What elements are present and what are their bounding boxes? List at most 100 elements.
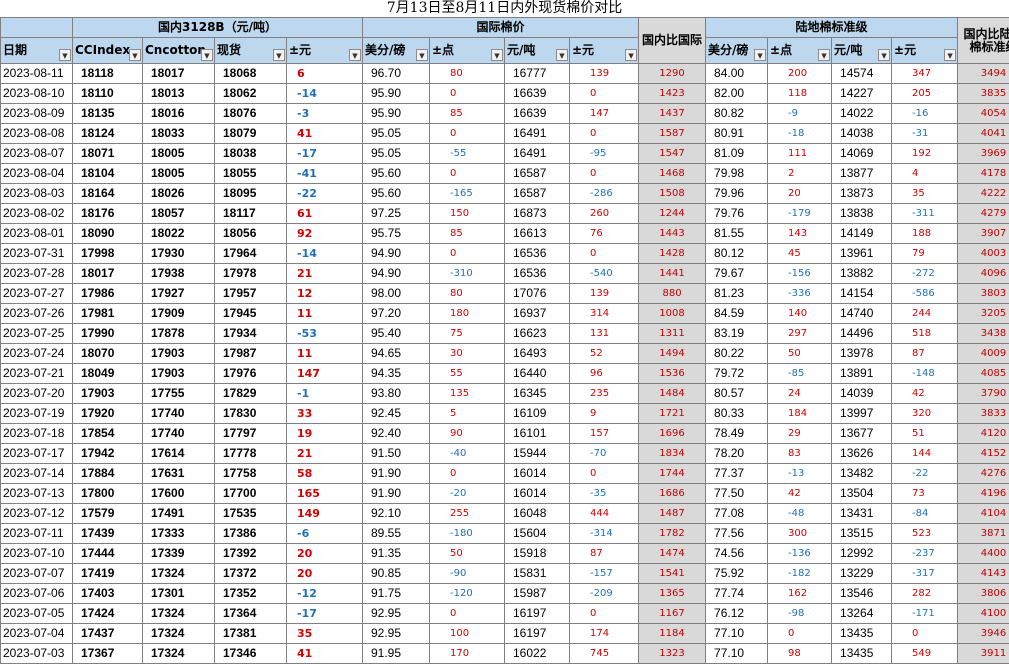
table-cell[interactable]: 2023-08-11	[1, 64, 73, 84]
table-cell[interactable]: 205	[892, 84, 958, 104]
table-cell[interactable]: 4100	[958, 604, 1009, 624]
table-cell[interactable]: 17903	[143, 344, 215, 364]
table-cell[interactable]: 18062	[215, 84, 287, 104]
table-cell[interactable]: 1696	[639, 424, 706, 444]
table-cell[interactable]: -55	[430, 144, 505, 164]
table-cell[interactable]: 4085	[958, 364, 1009, 384]
table-cell[interactable]: 3438	[958, 324, 1009, 344]
table-cell[interactable]: 41	[287, 124, 363, 144]
table-cell[interactable]: 100	[430, 624, 505, 644]
table-cell[interactable]: -136	[768, 544, 832, 564]
table-cell[interactable]: 17364	[215, 604, 287, 624]
table-cell[interactable]: 1365	[639, 584, 706, 604]
filter-dropdown-icon[interactable]: ▼	[754, 49, 766, 61]
table-cell[interactable]: 0	[570, 164, 639, 184]
table-cell[interactable]: 180	[430, 304, 505, 324]
table-cell[interactable]: 17579	[73, 504, 143, 524]
table-cell[interactable]: 131	[570, 324, 639, 344]
table-cell[interactable]: 0	[430, 164, 505, 184]
table-cell[interactable]: 17324	[143, 644, 215, 664]
table-cell[interactable]: 50	[430, 544, 505, 564]
table-cell[interactable]: -310	[430, 264, 505, 284]
table-cell[interactable]: 0	[570, 464, 639, 484]
table-cell[interactable]: 143	[768, 224, 832, 244]
filter-dropdown-icon[interactable]: ▼	[59, 49, 71, 61]
table-cell[interactable]: 77.08	[706, 504, 768, 524]
table-cell[interactable]: 1587	[639, 124, 706, 144]
table-cell[interactable]: 17352	[215, 584, 287, 604]
table-cell[interactable]: 2023-07-27	[1, 284, 73, 304]
table-cell[interactable]: 9	[570, 404, 639, 424]
table-cell[interactable]: 17920	[73, 404, 143, 424]
table-cell[interactable]: 16639	[505, 104, 570, 124]
table-cell[interactable]: 139	[570, 64, 639, 84]
table-cell[interactable]: 79.96	[706, 184, 768, 204]
table-cell[interactable]: 18079	[215, 124, 287, 144]
table-cell[interactable]: 18016	[143, 104, 215, 124]
table-cell[interactable]: 157	[570, 424, 639, 444]
table-cell[interactable]: 13504	[832, 484, 892, 504]
table-cell[interactable]: 15944	[505, 444, 570, 464]
table-cell[interactable]: 96	[570, 364, 639, 384]
table-cell[interactable]: 14574	[832, 64, 892, 84]
table-cell[interactable]: 77.10	[706, 644, 768, 664]
table-cell[interactable]: 35	[287, 624, 363, 644]
table-cell[interactable]: 91.90	[363, 484, 430, 504]
table-cell[interactable]: 2023-07-25	[1, 324, 73, 344]
table-cell[interactable]: 17386	[215, 524, 287, 544]
table-cell[interactable]: 2023-07-19	[1, 404, 73, 424]
table-cell[interactable]: 17301	[143, 584, 215, 604]
table-cell[interactable]: 17986	[73, 284, 143, 304]
table-cell[interactable]: 1441	[639, 264, 706, 284]
table-cell[interactable]: 18104	[73, 164, 143, 184]
table-cell[interactable]: 13873	[832, 184, 892, 204]
table-cell[interactable]: 17439	[73, 524, 143, 544]
table-cell[interactable]: 1437	[639, 104, 706, 124]
table-cell[interactable]: -586	[892, 284, 958, 304]
table-cell[interactable]: -70	[570, 444, 639, 464]
table-cell[interactable]: 140	[768, 304, 832, 324]
table-cell[interactable]: 81.23	[706, 284, 768, 304]
table-cell[interactable]: 95.05	[363, 144, 430, 164]
table-cell[interactable]: 41	[287, 644, 363, 664]
table-cell[interactable]: 174	[570, 624, 639, 644]
table-cell[interactable]: -90	[430, 564, 505, 584]
table-cell[interactable]: 13435	[832, 624, 892, 644]
table-cell[interactable]: 3835	[958, 84, 1009, 104]
table-cell[interactable]: 55	[430, 364, 505, 384]
table-cell[interactable]: 16101	[505, 424, 570, 444]
table-cell[interactable]: 83.19	[706, 324, 768, 344]
table-cell[interactable]: 18017	[73, 264, 143, 284]
table-cell[interactable]: -317	[892, 564, 958, 584]
table-cell[interactable]: -40	[430, 444, 505, 464]
table-cell[interactable]: 147	[570, 104, 639, 124]
table-cell[interactable]: 1244	[639, 204, 706, 224]
table-cell[interactable]: 1834	[639, 444, 706, 464]
table-cell[interactable]: 18005	[143, 144, 215, 164]
table-cell[interactable]: 2023-07-31	[1, 244, 73, 264]
table-cell[interactable]: 16491	[505, 144, 570, 164]
table-cell[interactable]: 260	[570, 204, 639, 224]
table-cell[interactable]: 17987	[215, 344, 287, 364]
table-cell[interactable]: 549	[892, 644, 958, 664]
table-cell[interactable]: 1474	[639, 544, 706, 564]
table-cell[interactable]: 17964	[215, 244, 287, 264]
table-cell[interactable]: -17	[287, 144, 363, 164]
filter-dropdown-icon[interactable]: ▼	[625, 49, 637, 61]
table-cell[interactable]: 91.75	[363, 584, 430, 604]
table-cell[interactable]: 2023-07-03	[1, 644, 73, 664]
table-cell[interactable]: 4152	[958, 444, 1009, 464]
table-cell[interactable]: 16491	[505, 124, 570, 144]
table-cell[interactable]: 18005	[143, 164, 215, 184]
table-cell[interactable]: 74.56	[706, 544, 768, 564]
table-cell[interactable]: 0	[430, 464, 505, 484]
